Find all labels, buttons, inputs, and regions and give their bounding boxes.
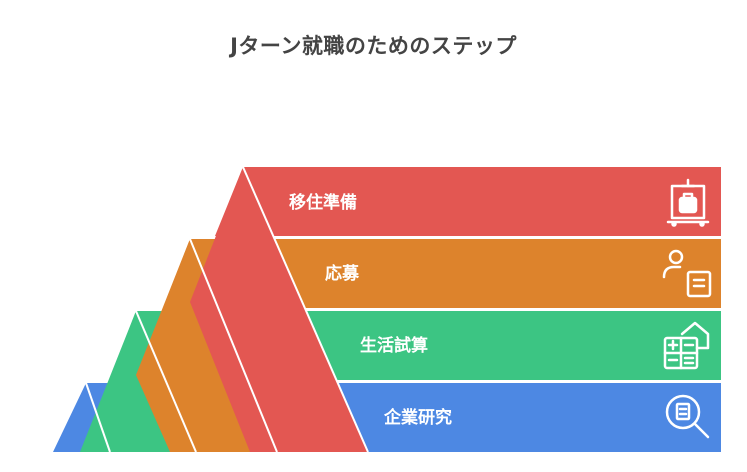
step-band-orange bbox=[163, 239, 721, 308]
step-iju-junbi bbox=[190, 167, 721, 452]
step-label-oubo: 応募 bbox=[325, 263, 360, 284]
luggage-cart-icon bbox=[666, 178, 710, 227]
step-label-kigyo-kenkyu: 企業研究 bbox=[383, 407, 452, 428]
step-label-seikatsu-shisan: 生活試算 bbox=[360, 335, 428, 356]
diagram-title: Jターン就職のためのステップ bbox=[230, 34, 517, 58]
step-band-red bbox=[215, 167, 721, 236]
magnifier-document-icon bbox=[665, 394, 710, 439]
step-label-iju-junbi: 移住準備 bbox=[289, 192, 357, 213]
applicant-form-icon bbox=[662, 249, 712, 298]
triangle-separators bbox=[85, 166, 369, 453]
step-triangle-red bbox=[190, 167, 368, 452]
calculator-house-icon bbox=[663, 321, 710, 370]
